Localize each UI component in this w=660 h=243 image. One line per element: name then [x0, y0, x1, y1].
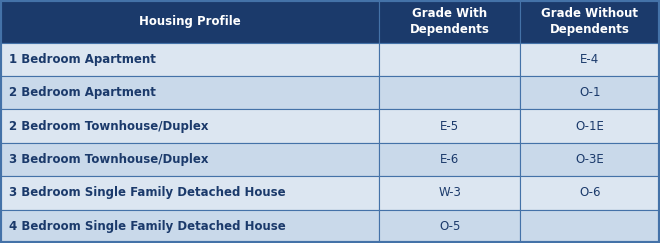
Text: 2 Bedroom Apartment: 2 Bedroom Apartment	[9, 86, 156, 99]
Text: O-6: O-6	[579, 186, 601, 199]
Bar	[520, 109, 660, 143]
Text: Grade Without
Dependents: Grade Without Dependents	[541, 7, 638, 36]
Text: O-3E: O-3E	[576, 153, 605, 166]
Bar	[0, 43, 379, 76]
Text: Grade With
Dependents: Grade With Dependents	[410, 7, 490, 36]
Bar	[0, 0, 379, 43]
Bar	[0, 209, 379, 243]
Text: 1 Bedroom Apartment: 1 Bedroom Apartment	[9, 53, 156, 66]
Bar	[0, 109, 379, 143]
Text: E-5: E-5	[440, 120, 459, 132]
Text: O-1: O-1	[579, 86, 601, 99]
Bar	[520, 0, 660, 43]
Text: W-3: W-3	[438, 186, 461, 199]
Bar	[379, 43, 520, 76]
Text: 3 Bedroom Townhouse/Duplex: 3 Bedroom Townhouse/Duplex	[9, 153, 208, 166]
Bar	[520, 209, 660, 243]
Bar	[379, 76, 520, 109]
Bar	[0, 143, 379, 176]
Text: E-4: E-4	[580, 53, 599, 66]
Text: 3 Bedroom Single Family Detached House: 3 Bedroom Single Family Detached House	[9, 186, 285, 199]
Bar	[520, 143, 660, 176]
Text: O-5: O-5	[439, 220, 460, 233]
Bar	[0, 76, 379, 109]
Bar	[520, 76, 660, 109]
Bar	[379, 109, 520, 143]
Bar	[0, 176, 379, 209]
Text: 4 Bedroom Single Family Detached House: 4 Bedroom Single Family Detached House	[9, 220, 285, 233]
Bar	[520, 43, 660, 76]
Bar	[520, 176, 660, 209]
Text: O-1E: O-1E	[576, 120, 605, 132]
Text: E-6: E-6	[440, 153, 459, 166]
Bar	[379, 209, 520, 243]
Bar	[379, 0, 520, 43]
Text: Housing Profile: Housing Profile	[139, 15, 241, 28]
Bar	[379, 176, 520, 209]
Bar	[379, 143, 520, 176]
Text: 2 Bedroom Townhouse/Duplex: 2 Bedroom Townhouse/Duplex	[9, 120, 208, 132]
